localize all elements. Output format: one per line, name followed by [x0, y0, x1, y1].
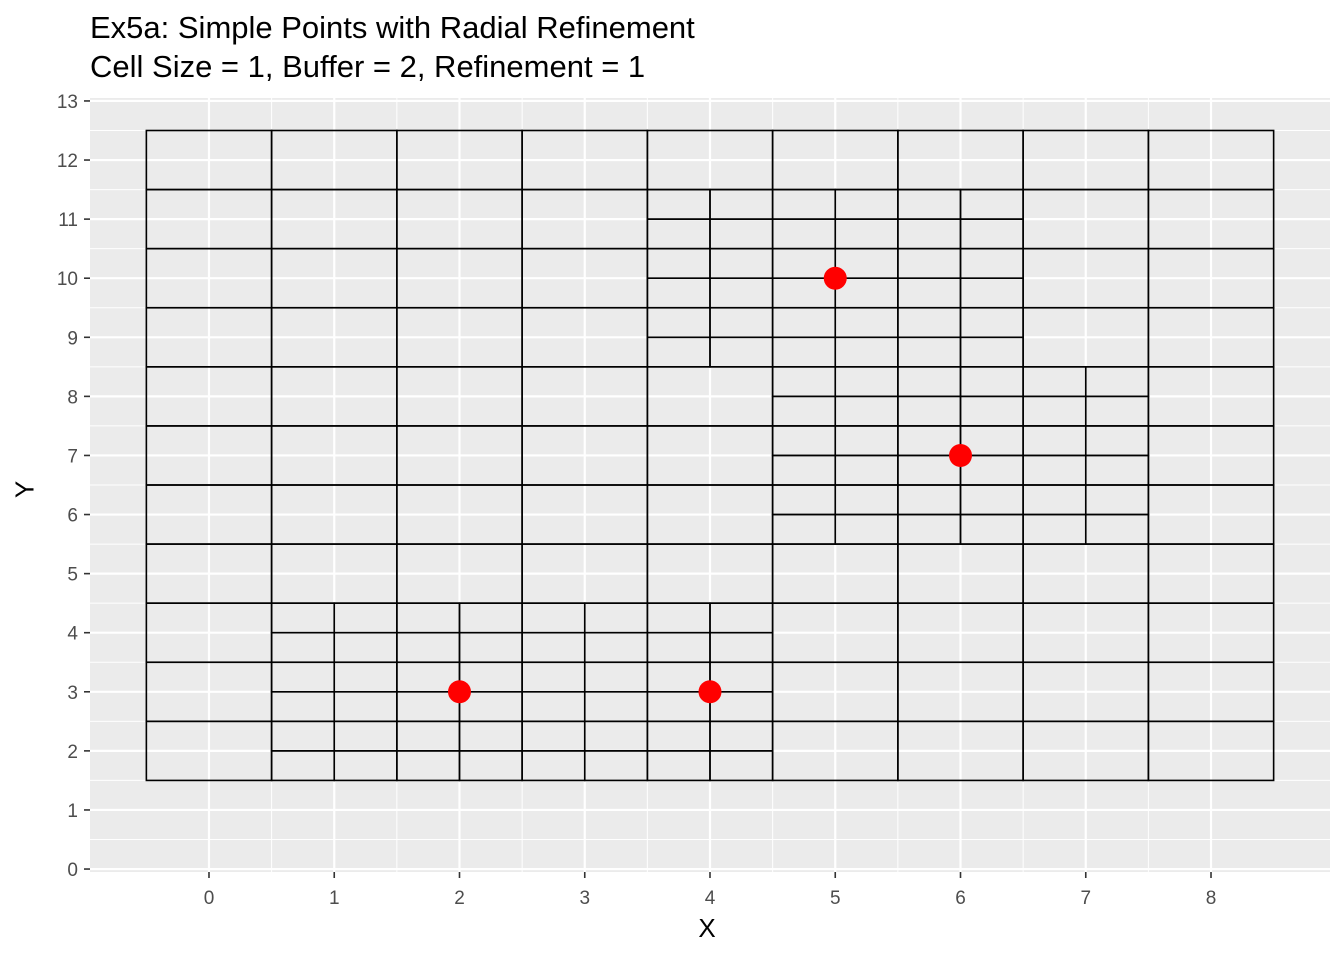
grid-cells [145, 129, 1275, 782]
x-tick-label: 4 [705, 888, 716, 909]
x-tick-label: 2 [454, 888, 465, 909]
x-tick-label: 6 [955, 888, 966, 909]
y-tick-label: 11 [58, 210, 78, 231]
x-tick-label: 3 [579, 888, 590, 909]
data-point [949, 443, 973, 467]
y-tick-label: 12 [57, 151, 78, 172]
y-tick-label: 3 [67, 683, 78, 704]
y-tick-label: 8 [67, 387, 78, 408]
grid-cell [1147, 129, 1275, 191]
data-points [447, 266, 973, 704]
y-tick-label: 13 [57, 92, 78, 113]
data-point [447, 680, 471, 704]
x-tick-label: 5 [830, 888, 841, 909]
y-axis-label: Y [9, 480, 40, 499]
x-axis: 0 1 2 3 4 5 6 7 8 [204, 872, 1217, 909]
x-tick-label: 8 [1206, 888, 1217, 909]
x-tick-label: 0 [204, 888, 215, 909]
y-tick-label: 1 [67, 801, 78, 822]
y-tick-label: 4 [67, 624, 78, 645]
y-tick-label: 9 [67, 328, 78, 349]
x-tick-label: 7 [1080, 888, 1091, 909]
chart-title: Ex5a: Simple Points with Radial Refineme… [90, 10, 695, 45]
y-tick-label: 2 [67, 742, 78, 763]
y-tick-label: 0 [67, 860, 78, 881]
y-tick-label: 10 [57, 269, 78, 290]
data-point [698, 680, 722, 704]
chart-subtitle: Cell Size = 1, Buffer = 2, Refinement = … [90, 49, 646, 84]
data-point [823, 266, 847, 290]
y-tick-label: 7 [67, 446, 78, 467]
x-axis-label: X [698, 913, 716, 943]
y-tick-label: 5 [67, 565, 78, 586]
y-tick-label: 6 [67, 506, 78, 527]
x-tick-label: 1 [329, 888, 340, 909]
